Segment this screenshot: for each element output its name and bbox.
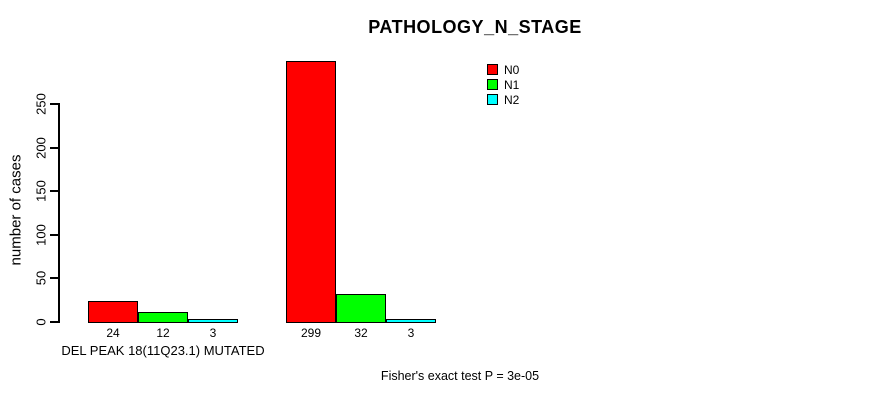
bar-N2-group2 — [386, 319, 436, 323]
bar-N1-group1 — [138, 311, 188, 323]
x-axis-group-label: DEL PEAK 18(11Q23.1) MUTATED — [61, 343, 265, 358]
y-tick-label: 200 — [33, 136, 49, 159]
y-tick — [50, 190, 58, 193]
bar-N0-group1 — [88, 301, 138, 323]
bar-value-label: 3 — [209, 326, 217, 340]
bar-value-label: 24 — [106, 326, 120, 340]
bar-value-label: 3 — [407, 326, 415, 340]
bar-N2-group1 — [188, 319, 238, 323]
y-tick-label: 50 — [33, 271, 49, 286]
y-tick-label: 150 — [33, 180, 49, 203]
y-tick — [50, 103, 58, 105]
legend-label: N0 — [504, 62, 520, 77]
legend-item-N2: N2 — [487, 92, 519, 107]
bar-N1-group2 — [336, 294, 386, 323]
y-tick-label: 250 — [33, 93, 49, 115]
y-tick-label: 0 — [33, 318, 49, 326]
bar-value-label: 299 — [300, 326, 322, 340]
bar-N0-group2 — [286, 61, 336, 323]
y-tick — [50, 233, 58, 236]
legend-label: N2 — [504, 92, 520, 107]
y-tick — [50, 146, 58, 149]
legend-label: N1 — [504, 77, 520, 92]
legend-swatch-N1 — [487, 79, 498, 90]
legend-swatch-N0 — [487, 64, 498, 75]
fisher-test-note: Fisher's exact test P = 3e-05 — [380, 369, 540, 383]
y-tick-label: 100 — [33, 223, 49, 246]
y-tick — [50, 277, 58, 280]
legend-item-N1: N1 — [487, 77, 519, 92]
chart-title: PATHOLOGY_N_STAGE — [368, 17, 582, 37]
y-tick — [50, 321, 58, 323]
bar-value-label: 12 — [156, 326, 170, 340]
bar-value-label: 32 — [354, 326, 368, 340]
legend-swatch-N2 — [487, 94, 498, 105]
y-axis-line — [58, 103, 60, 323]
legend-item-N0: N0 — [487, 62, 519, 77]
legend: N0 N1 N2 — [487, 62, 519, 107]
